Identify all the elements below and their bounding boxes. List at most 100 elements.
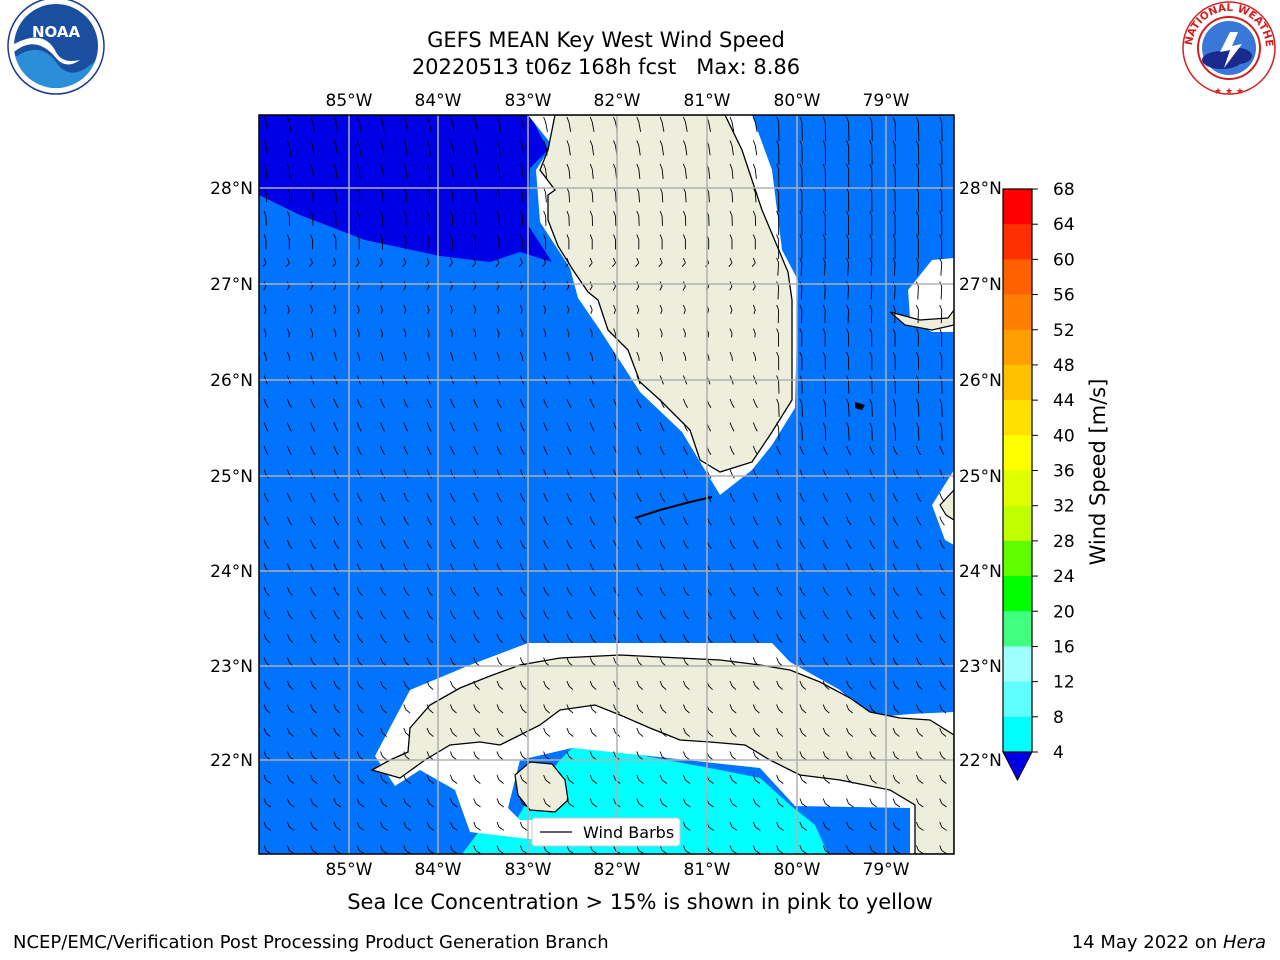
wind-barb-flag <box>356 586 360 593</box>
wind-barb-flag <box>263 751 267 757</box>
lat-label-left: 23°N <box>210 657 253 677</box>
wind-barb-flag <box>939 422 943 428</box>
wind-barb-flag <box>682 563 686 569</box>
wind-barb-flag <box>286 845 290 851</box>
wind-barb <box>824 615 829 620</box>
wind-barb <box>751 262 756 267</box>
wind-barb-flag <box>822 304 826 311</box>
wind-barb <box>312 521 316 526</box>
wind-barb <box>941 591 946 596</box>
wind-barb-flag <box>636 657 640 663</box>
wind-barb <box>452 732 457 737</box>
lat-label-left: 22°N <box>210 751 253 771</box>
wind-barb-flag <box>659 116 663 123</box>
wind-barb-flag <box>356 469 360 475</box>
wind-barb-flag <box>310 210 314 217</box>
wind-barb <box>335 192 338 203</box>
wind-barb <box>288 168 291 179</box>
wind-barb-flag <box>426 821 430 828</box>
wind-barb-flag <box>310 586 314 593</box>
wind-barb <box>591 779 598 784</box>
wind-barb-flag <box>333 163 337 170</box>
wind-barb-flag <box>356 328 360 334</box>
wind-barb-flag <box>473 257 477 264</box>
wind-barb <box>475 709 481 714</box>
wind-barb-flag <box>939 633 943 640</box>
wind-barb <box>521 638 527 643</box>
wind-barb-flag <box>589 657 593 663</box>
wind-barb <box>312 145 315 156</box>
wind-barb-flag <box>356 751 360 757</box>
wind-barb-flag <box>333 210 337 217</box>
wind-barb-flag <box>915 304 919 311</box>
wind-barb-flag <box>682 633 686 640</box>
wind-barb-flag <box>589 516 593 522</box>
wind-barb-flag <box>682 610 686 616</box>
colorbar-tick-label: 28 <box>1053 532 1075 552</box>
wind-barb-flag <box>846 798 849 804</box>
wind-barb <box>428 732 434 737</box>
wind-barb-flag <box>939 586 943 593</box>
wind-barb-flag <box>473 633 477 640</box>
colorbar-tick-label: 60 <box>1053 250 1075 270</box>
wind-barb-flag <box>822 257 826 264</box>
wind-barb-flag <box>543 704 547 710</box>
wind-barb-flag <box>729 116 733 123</box>
wind-barb <box>382 779 388 784</box>
wind-barb <box>801 521 806 526</box>
wind-barb-flag <box>752 163 756 170</box>
colorbar-tick-label: 56 <box>1053 286 1075 306</box>
wind-barb-flag <box>589 586 593 593</box>
wind-barb <box>358 521 363 526</box>
wind-barb-flag <box>263 516 267 522</box>
wind-barb-flag <box>636 539 640 546</box>
wind-barb <box>824 709 830 714</box>
wind-barb-flag <box>449 140 453 146</box>
wind-barb-flag <box>310 398 314 405</box>
wind-barb-flag <box>659 516 663 522</box>
wind-barb <box>521 380 525 385</box>
wind-barb <box>661 121 665 132</box>
wind-barb-flag <box>449 328 453 334</box>
wind-barb-flag <box>799 469 803 475</box>
wind-barb-flag <box>915 257 919 264</box>
wind-barb-flag <box>426 798 430 804</box>
wind-barb <box>519 286 523 291</box>
wind-barb-flag <box>403 398 407 405</box>
wind-barb <box>684 192 687 203</box>
wind-barb-flag <box>613 398 616 405</box>
lon-label-bottom: 79°W <box>863 860 910 880</box>
wind-barb-flag <box>613 257 616 264</box>
wind-barb <box>661 638 667 643</box>
wind-barb <box>521 615 527 620</box>
wind-barb <box>941 615 946 620</box>
wind-barb <box>848 826 854 831</box>
wind-barb <box>660 309 663 314</box>
wind-barb-flag <box>449 539 453 546</box>
wind-barb-flag <box>473 845 477 851</box>
wind-barb <box>265 732 271 737</box>
wind-barb <box>289 779 295 784</box>
wind-barb <box>265 521 270 526</box>
wind-barb-flag <box>799 610 803 616</box>
wind-barb-flag <box>729 539 733 546</box>
wind-barb-flag <box>356 563 360 569</box>
wind-barb <box>382 450 386 455</box>
wind-barb <box>544 333 547 338</box>
wind-barb-flag <box>403 116 407 123</box>
wind-barb-flag <box>752 116 756 123</box>
wind-barb-flag <box>426 563 430 569</box>
wind-barb <box>498 803 505 808</box>
wind-barb-flag <box>403 774 407 781</box>
wind-barb-flag <box>822 845 826 851</box>
wind-barb <box>638 427 642 432</box>
wind-barb-flag <box>752 351 756 358</box>
wind-barb-flag <box>426 445 430 452</box>
wind-barb-flag <box>589 328 593 334</box>
wind-barb-flag <box>589 774 593 781</box>
wind-barb-flag <box>776 610 780 616</box>
wind-barb-flag <box>822 563 826 569</box>
wind-barb-flag <box>752 586 756 593</box>
wind-barb-flag <box>449 586 453 593</box>
wind-barb <box>894 403 897 417</box>
